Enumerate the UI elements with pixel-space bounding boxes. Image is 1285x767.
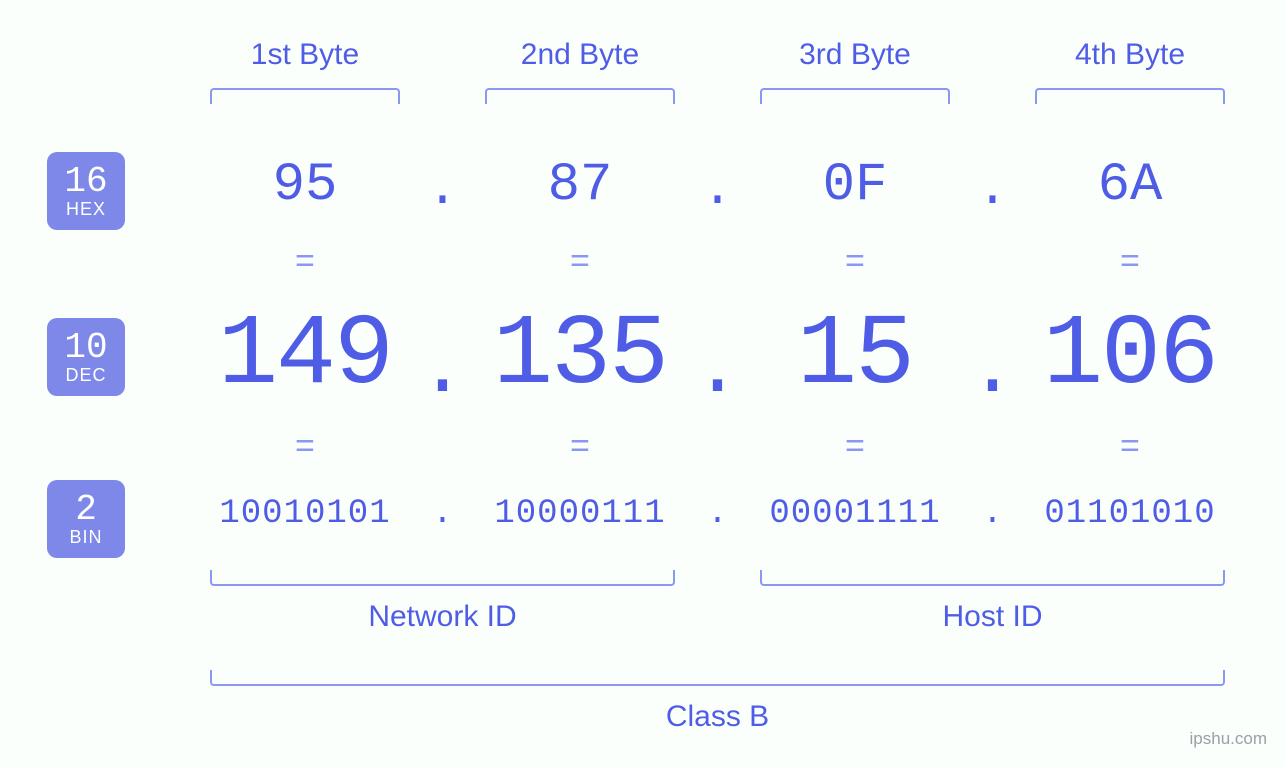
badge-hex-name: HEX [66,200,106,219]
bracket-host-id [760,570,1225,586]
eq-decbin-2: = [480,430,680,468]
eq-decbin-1: = [205,430,405,468]
hex-byte-2: 87 [480,155,680,216]
hex-sep-1: . [405,160,480,219]
badge-bin-name: BIN [69,528,102,547]
hex-byte-4: 6A [1030,155,1230,216]
bin-byte-1: 10010101 [205,495,405,533]
bin-sep-2: . [680,495,755,533]
dec-byte-4: 106 [1030,300,1230,413]
bin-sep-3: . [955,495,1030,533]
badge-bin-base: 2 [75,491,97,529]
bin-byte-2: 10000111 [480,495,680,533]
badge-hex-base: 16 [64,163,107,201]
badge-hex: 16 HEX [47,152,125,230]
dec-sep-3: . [955,325,1030,416]
watermark: ipshu.com [1190,729,1267,749]
dec-sep-1: . [405,325,480,416]
badge-bin: 2 BIN [47,480,125,558]
badge-dec-base: 10 [64,329,107,367]
dec-byte-1: 149 [205,300,405,413]
byte-header-2: 2nd Byte [480,38,680,72]
hex-sep-3: . [955,160,1030,219]
hex-sep-2: . [680,160,755,219]
byte-header-1: 1st Byte [205,38,405,72]
bracket-byte-1 [210,88,400,104]
bracket-network-id [210,570,675,586]
bracket-byte-3 [760,88,950,104]
dec-byte-3: 15 [755,300,955,413]
hex-byte-3: 0F [755,155,955,216]
label-network-id: Network ID [210,600,675,634]
byte-header-4: 4th Byte [1030,38,1230,72]
bin-byte-3: 00001111 [755,495,955,533]
dec-byte-2: 135 [480,300,680,413]
hex-byte-1: 95 [205,155,405,216]
eq-decbin-4: = [1030,430,1230,468]
badge-dec: 10 DEC [47,318,125,396]
dec-sep-2: . [680,325,755,416]
eq-hexdec-2: = [480,245,680,283]
bin-sep-1: . [405,495,480,533]
bin-byte-4: 01101010 [1030,495,1230,533]
eq-hexdec-4: = [1030,245,1230,283]
byte-header-3: 3rd Byte [755,38,955,72]
eq-hexdec-3: = [755,245,955,283]
bracket-class [210,670,1225,686]
label-class: Class B [210,700,1225,734]
bracket-byte-2 [485,88,675,104]
bracket-byte-4 [1035,88,1225,104]
eq-hexdec-1: = [205,245,405,283]
eq-decbin-3: = [755,430,955,468]
label-host-id: Host ID [760,600,1225,634]
badge-dec-name: DEC [65,366,106,385]
